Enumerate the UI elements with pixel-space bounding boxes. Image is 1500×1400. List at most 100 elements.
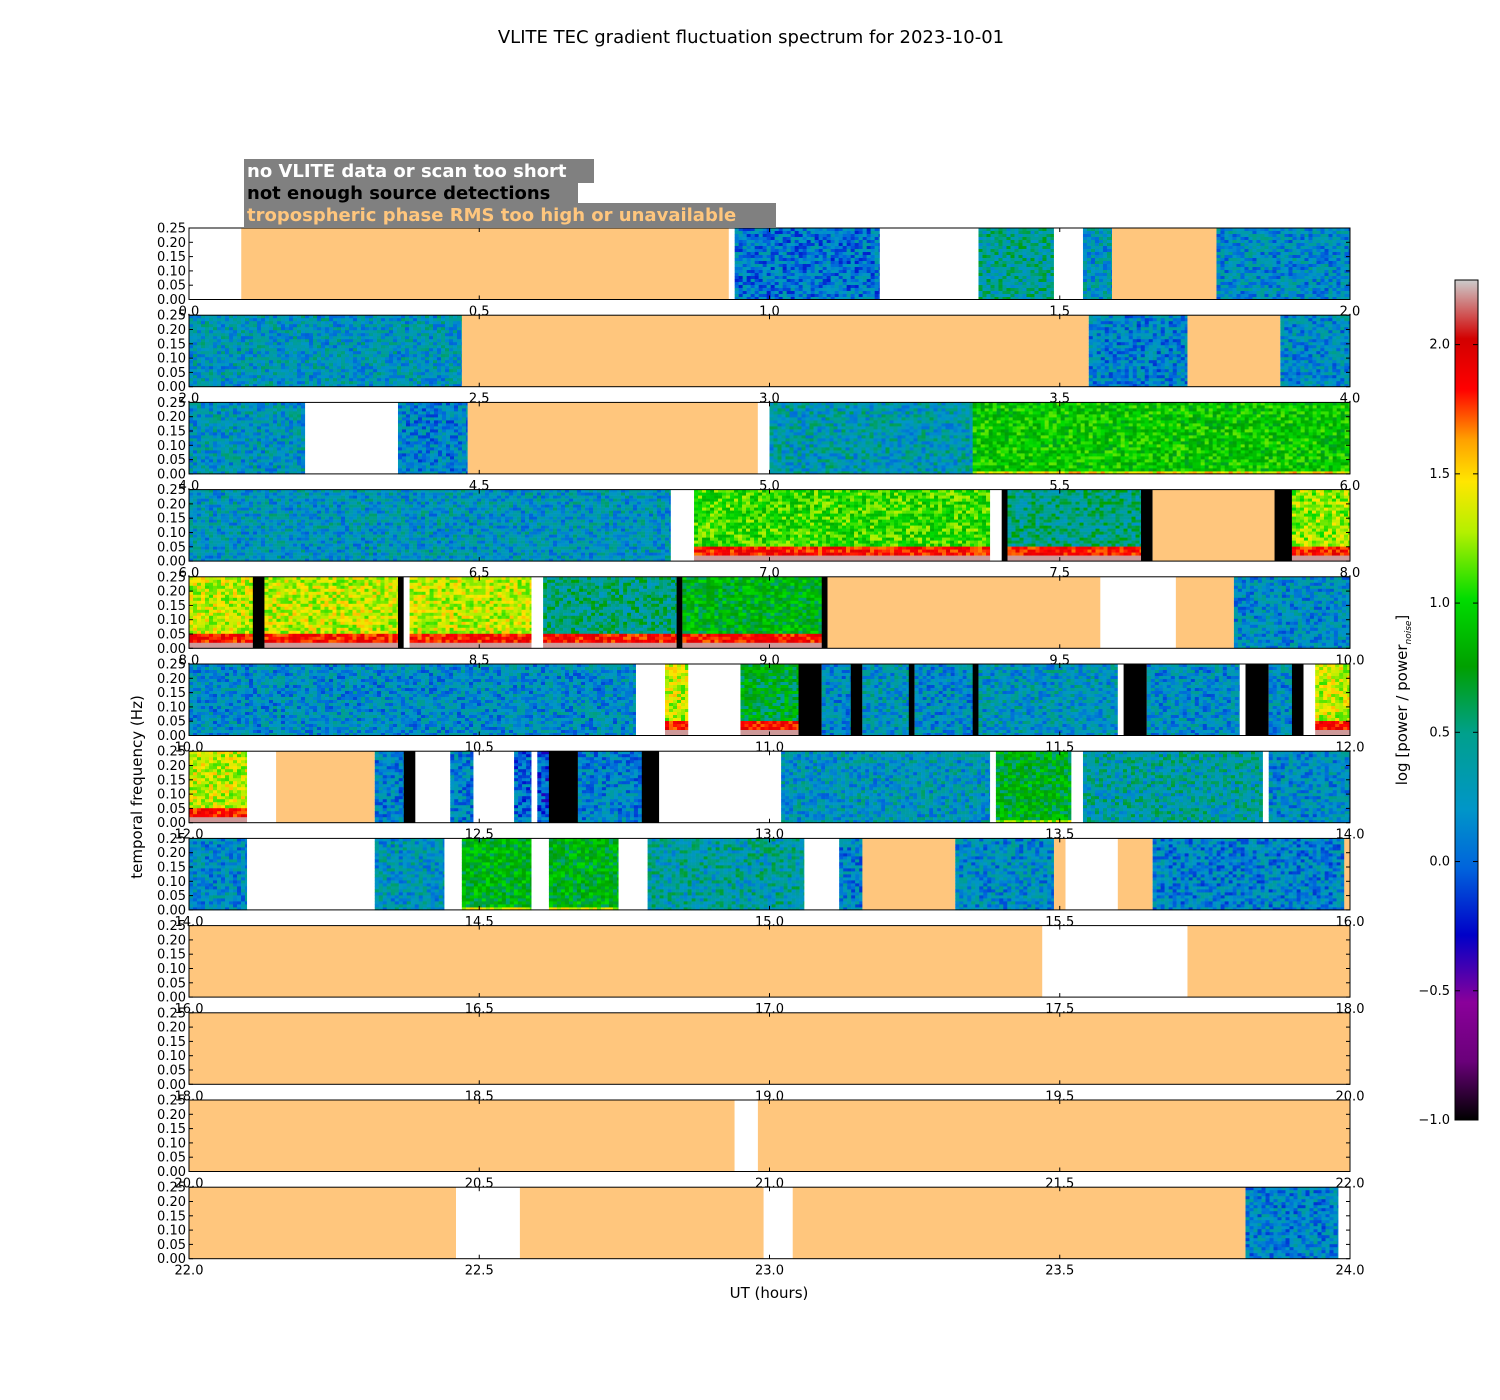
heat-cell	[863, 279, 867, 282]
heat-cell	[743, 270, 747, 273]
heat-cell	[978, 255, 982, 258]
heat-cell	[747, 261, 751, 264]
heat-cell	[807, 246, 811, 249]
heat-cell	[990, 264, 994, 267]
heat-cell	[827, 234, 831, 237]
heat-cell	[847, 285, 851, 288]
heat-cell	[739, 264, 743, 267]
heat-cell	[811, 276, 815, 279]
heat-cell	[863, 288, 867, 291]
heat-cell	[759, 258, 763, 261]
heat-cell	[871, 273, 875, 276]
heat-cell	[990, 273, 994, 276]
heat-cell	[803, 252, 807, 255]
heat-cell	[986, 294, 990, 297]
panels-group: 0.250.200.150.100.050.000.0 0.5 1.0 1.5 2.00…	[157, 222, 1364, 1279]
heat-cell	[875, 279, 879, 282]
heat-cell	[763, 231, 767, 234]
heat-cell	[771, 240, 775, 243]
heat-cell	[799, 273, 803, 276]
heat-cell	[779, 279, 783, 282]
heat-cell	[811, 294, 815, 297]
heat-cell	[815, 237, 819, 240]
heat-cell	[994, 231, 998, 234]
heat-cell	[759, 237, 763, 240]
heat-cell	[819, 291, 823, 294]
heat-cell	[803, 279, 807, 282]
heat-cell	[847, 273, 851, 276]
heat-cell	[823, 252, 827, 255]
heat-cell	[986, 282, 990, 285]
heat-cell	[851, 288, 855, 291]
heat-cell	[867, 288, 871, 291]
heat-cell	[835, 258, 839, 261]
heat-cell	[986, 261, 990, 264]
heat-cell	[990, 249, 994, 252]
heat-cell	[867, 282, 871, 285]
heat-cell	[871, 288, 875, 291]
heat-cell	[759, 288, 763, 291]
heat-cell	[851, 267, 855, 270]
heat-cell	[751, 276, 755, 279]
heat-cell	[847, 270, 851, 273]
heat-cell	[735, 243, 739, 246]
heat-cell	[807, 261, 811, 264]
heat-cell	[739, 243, 743, 246]
heat-cell	[819, 294, 823, 297]
heat-cell	[751, 282, 755, 285]
heat-cell	[823, 255, 827, 258]
heat-cell	[795, 243, 799, 246]
heat-cell	[1014, 288, 1018, 291]
heat-cell	[735, 273, 739, 276]
heat-cell	[763, 258, 767, 261]
heat-cell	[779, 270, 783, 273]
heat-cell	[1002, 252, 1006, 255]
heat-cell	[851, 240, 855, 243]
heat-cell	[867, 294, 871, 297]
heat-cell	[1014, 255, 1018, 258]
heat-cell	[982, 231, 986, 234]
heat-cell	[815, 234, 819, 237]
heat-cell	[867, 249, 871, 252]
heat-cell	[739, 282, 743, 285]
heat-cell	[978, 279, 982, 282]
heat-cell	[998, 273, 1002, 276]
heat-cell	[835, 282, 839, 285]
heat-cell	[982, 282, 986, 285]
heat-cell	[771, 273, 775, 276]
heat-cell	[823, 243, 827, 246]
heat-cell	[875, 258, 879, 261]
heat-cell	[835, 294, 839, 297]
heat-cell	[867, 273, 871, 276]
heat-cell	[783, 276, 787, 279]
heat-cell	[779, 282, 783, 285]
heat-cell	[779, 276, 783, 279]
heat-cell	[739, 261, 743, 264]
heat-cell	[803, 234, 807, 237]
heat-cell	[855, 267, 859, 270]
heat-cell	[863, 252, 867, 255]
heat-cell	[998, 276, 1002, 279]
heat-cell	[803, 288, 807, 291]
heat-cell	[827, 267, 831, 270]
heat-cell	[783, 291, 787, 294]
heat-cell	[835, 261, 839, 264]
heat-cell	[843, 279, 847, 282]
heat-cell	[759, 231, 763, 234]
heat-cell	[735, 288, 739, 291]
heat-cell	[763, 246, 767, 249]
heat-cell	[779, 267, 783, 270]
heat-cell	[819, 279, 823, 282]
heat-cell	[771, 255, 775, 258]
heat-cell	[1006, 255, 1010, 258]
heat-cell	[843, 264, 847, 267]
heat-cell	[791, 246, 795, 249]
heat-cell	[847, 294, 851, 297]
heat-cell	[743, 294, 747, 297]
heat-cell	[863, 261, 867, 264]
heat-cell	[827, 279, 831, 282]
heat-cell	[803, 294, 807, 297]
heat-cell	[998, 270, 1002, 273]
heat-cell	[827, 243, 831, 246]
heat-cell	[839, 234, 843, 237]
